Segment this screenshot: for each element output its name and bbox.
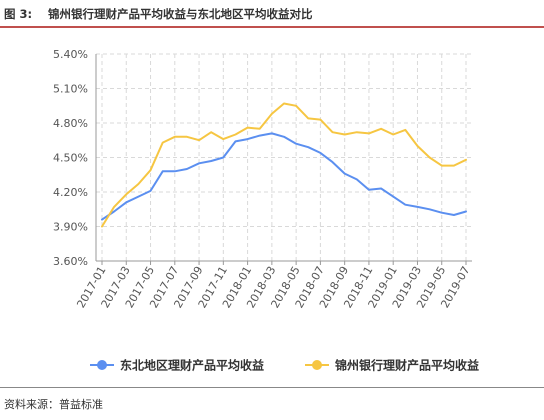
figure-header: 图 3: 锦州银行理财产品平均收益与东北地区平均收益对比 [0, 0, 544, 28]
legend-swatch-marker [312, 360, 322, 370]
legend-label: 锦州银行理财产品平均收益 [335, 358, 479, 373]
legend-swatch-marker [97, 360, 107, 370]
figure-title: 锦州银行理财产品平均收益与东北地区平均收益对比 [48, 7, 313, 21]
figure-label: 图 3: [4, 7, 33, 21]
series-line-1 [101, 132, 467, 221]
source-note: 资料来源：普益标准 [4, 398, 103, 411]
source-footer: 资料来源：普益标准 [0, 387, 544, 420]
y-tick-label: 5.10% [53, 83, 88, 96]
series-line-2 [101, 102, 467, 228]
y-tick-label: 4.50% [53, 152, 88, 165]
y-tick-label: 3.60% [53, 255, 88, 268]
y-tick-label: 3.90% [53, 221, 88, 234]
y-tick-label: 4.80% [53, 117, 88, 130]
y-tick-label: 4.20% [53, 186, 88, 199]
legend-label: 东北地区理财产品平均收益 [120, 358, 264, 373]
y-tick-label: 5.40% [53, 48, 88, 61]
line-chart: 3.60%3.90%4.20%4.50%4.80%5.10%5.40%2017-… [53, 48, 479, 373]
